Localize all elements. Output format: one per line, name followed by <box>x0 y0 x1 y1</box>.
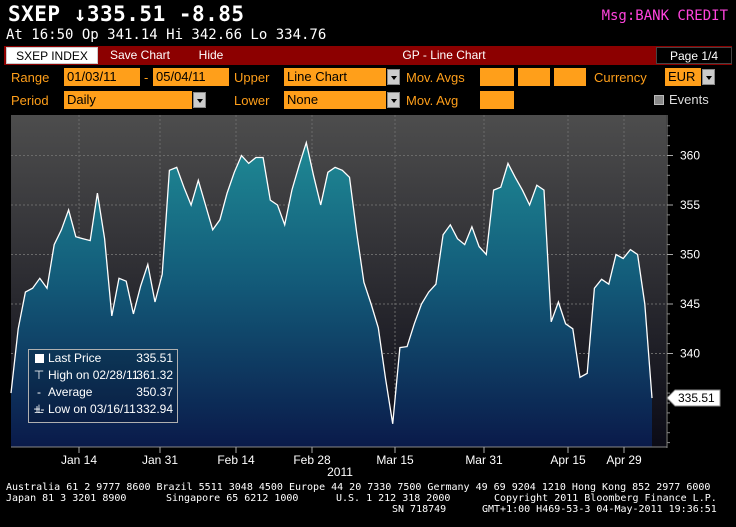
period-label: Period <box>11 93 49 108</box>
toolbar: SXEP INDEX Save Chart Hide GP - Line Cha… <box>4 46 732 65</box>
average-marker-icon: -+- <box>33 385 45 416</box>
legend-high-value: 361.32 <box>136 368 173 382</box>
last-price-tag: 335.51 <box>666 389 721 407</box>
y-tick-label: 340 <box>680 347 700 361</box>
currency-select[interactable]: EUR <box>665 68 701 86</box>
footer: Australia 61 2 9777 8600 Brazil 5511 304… <box>6 482 730 515</box>
footer-sn: SN 718749 <box>392 504 447 515</box>
legend-last-label: Last Price <box>48 351 102 365</box>
chart-legend[interactable]: Last Price 335.51 ⊤ High on 02/28/11 361… <box>28 349 178 423</box>
legend-average-label: Average <box>48 385 93 399</box>
high-marker-icon: ⊤ <box>33 368 45 382</box>
y-tick-label: 345 <box>680 297 700 311</box>
legend-last-value: 335.51 <box>136 351 173 365</box>
range-start-field[interactable]: 01/03/11 <box>64 68 140 86</box>
lower-chart-select[interactable]: None <box>284 91 386 109</box>
x-tick-label: Mar 31 <box>465 453 503 467</box>
x-axis-label: 2011 <box>327 465 353 479</box>
security-index-field[interactable]: SXEP INDEX <box>6 47 98 64</box>
last-price-tag-label: 335.51 <box>678 391 715 405</box>
legend-row-low: ⊥ Low on 03/16/11 332.94 <box>29 401 177 418</box>
legend-low-value: 332.94 <box>136 402 173 416</box>
legend-row-last: Last Price 335.51 <box>29 350 177 367</box>
function-title: GP - Line Chart <box>402 48 486 62</box>
mov-avg-3-field[interactable] <box>554 68 586 86</box>
chevron-down-icon[interactable] <box>193 92 206 108</box>
quote-line: At 16:50 Op 341.14 Hi 342.66 Lo 334.76 <box>6 27 327 43</box>
footer-singapore: Singapore 65 6212 1000 <box>166 493 299 504</box>
legend-row-average: -+- Average 350.37 <box>29 384 177 416</box>
legend-row-high: ⊤ High on 02/28/11 361.32 <box>29 367 177 384</box>
chevron-down-icon[interactable] <box>387 69 400 85</box>
mov-avg-label: Mov. Avg <box>406 93 459 108</box>
hide-button[interactable]: Hide <box>198 48 224 62</box>
currency-label: Currency <box>594 70 647 85</box>
footer-us: U.S. 1 212 318 2000 <box>336 493 451 504</box>
upper-label: Upper <box>234 70 270 85</box>
x-tick-label: Apr 29 <box>606 453 642 467</box>
header-bar: SXEP ↓335.51 -8.85 Msg:BANK CREDIT <box>4 2 732 28</box>
legend-high-label: High on 02/28/11 <box>48 368 139 382</box>
range-end-field[interactable]: 05/04/11 <box>153 68 229 86</box>
x-tick-label: Apr 15 <box>550 453 586 467</box>
footer-japan: Japan 81 3 3201 8900 <box>6 493 127 504</box>
chevron-down-icon[interactable] <box>387 92 400 108</box>
chevron-down-icon[interactable] <box>702 69 715 85</box>
footer-line-3: SN 718749 GMT+1:00 H469-53-3 04-May-2011… <box>6 504 730 515</box>
x-tick-label: Feb 14 <box>217 453 255 467</box>
events-checkbox[interactable] <box>654 95 664 105</box>
x-axis: Jan 14 Jan 31 Feb 14 Feb 28 Mar 15 Mar 31 Apr … <box>61 447 642 467</box>
footer-timestamp: GMT+1:00 H469-53-3 04-May-2011 19:36:51 <box>482 504 717 515</box>
mov-avg-2-field[interactable] <box>518 68 550 86</box>
x-tick-label: Jan 31 <box>142 453 178 467</box>
legend-average-value: 350.37 <box>136 385 173 399</box>
y-tick-label: 355 <box>680 198 700 212</box>
y-tick-label: 350 <box>680 248 700 262</box>
x-tick-label: Jan 14 <box>61 453 97 467</box>
mov-avg-lower-field[interactable] <box>480 91 514 109</box>
x-tick-label: Mar 15 <box>376 453 414 467</box>
price-line <box>10 140 653 424</box>
price-chart[interactable]: 340 345 350 355 360 Jan 14 Jan 31 Feb 14 Feb 28… <box>0 114 736 482</box>
mov-avg-1-field[interactable] <box>480 68 514 86</box>
range-label: Range <box>11 70 50 85</box>
footer-line-1: Australia 61 2 9777 8600 Brazil 5511 304… <box>6 482 711 493</box>
low-marker-icon: ⊥ <box>33 402 45 416</box>
save-chart-button[interactable]: Save Chart <box>109 48 171 62</box>
y-tick-label: 360 <box>680 149 700 163</box>
message-indicator[interactable]: Msg:BANK CREDIT <box>601 8 728 24</box>
period-select[interactable]: Daily <box>64 91 192 109</box>
events-label: Events <box>669 92 709 107</box>
upper-chart-select[interactable]: Line Chart <box>284 68 386 86</box>
ticker-line: SXEP ↓335.51 -8.85 <box>8 2 245 26</box>
price-area <box>11 142 652 447</box>
page-indicator[interactable]: Page 1/4 <box>656 47 732 64</box>
footer-line-2: Japan 81 3 3201 8900 Singapore 65 6212 1… <box>6 493 730 504</box>
range-separator: - <box>144 70 149 85</box>
square-icon <box>33 350 45 367</box>
lower-label: Lower <box>234 93 270 108</box>
last-price-tag-box <box>666 389 721 407</box>
x-tick-label: Feb 28 <box>293 453 331 467</box>
mov-avgs-label: Mov. Avgs <box>406 70 465 85</box>
footer-copyright: Copyright 2011 Bloomberg Finance L.P. <box>494 493 717 504</box>
y-axis: 340 345 350 355 360 <box>667 125 700 444</box>
legend-low-label: Low on 03/16/11 <box>48 402 136 416</box>
